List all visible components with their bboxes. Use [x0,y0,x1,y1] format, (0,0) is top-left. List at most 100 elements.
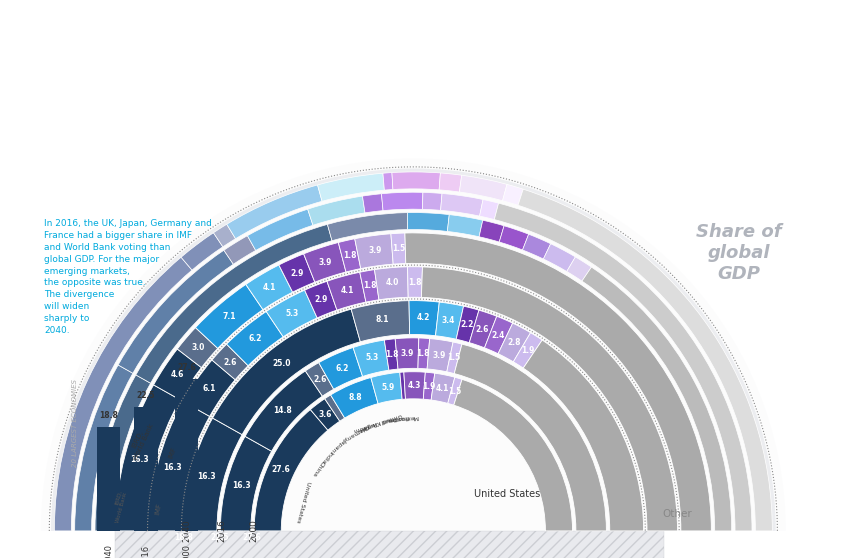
Wedge shape [423,193,442,210]
Text: 2.9: 2.9 [291,268,304,277]
Wedge shape [177,328,218,368]
Wedge shape [495,203,752,531]
Wedge shape [353,340,389,377]
Text: 25.0: 25.0 [272,359,291,368]
Text: 2.4: 2.4 [491,330,505,340]
Text: 2040: 2040 [104,545,113,558]
Wedge shape [224,235,256,264]
Wedge shape [374,267,408,300]
Wedge shape [447,215,483,237]
Wedge shape [318,348,363,389]
Wedge shape [360,270,379,302]
Text: 2040: 2040 [182,519,191,542]
Wedge shape [523,340,644,531]
Wedge shape [418,338,429,369]
Text: 2.9: 2.9 [315,295,328,304]
Wedge shape [266,290,317,337]
Text: 1.8: 1.8 [343,251,357,260]
Wedge shape [407,213,449,232]
Wedge shape [427,339,453,372]
Wedge shape [149,401,210,531]
Wedge shape [435,302,463,339]
Text: Share of
global
GDP: Share of global GDP [695,223,781,283]
Text: 1.8: 1.8 [363,281,377,290]
Wedge shape [307,196,365,225]
Text: IBRD,
World Bank: IBRD, World Bank [110,490,128,523]
Text: IMF: IMF [168,446,178,459]
Text: 22.5: 22.5 [136,391,155,400]
Text: China: China [311,459,325,477]
Text: 16.3: 16.3 [163,463,182,473]
Wedge shape [324,395,345,421]
Wedge shape [381,193,423,210]
Wedge shape [383,172,393,190]
Text: 5.3: 5.3 [285,309,299,318]
Wedge shape [544,244,575,272]
Wedge shape [305,281,337,318]
Text: 27.6: 27.6 [272,465,291,474]
Wedge shape [75,365,133,531]
Text: Brazil: Brazil [379,415,396,424]
Wedge shape [371,372,402,403]
Text: 2.6: 2.6 [476,325,489,334]
Text: 27.6: 27.6 [242,533,261,542]
Wedge shape [245,371,323,451]
Text: 2016: 2016 [141,545,150,558]
Text: 4.1: 4.1 [340,286,354,295]
Wedge shape [115,385,180,531]
Text: 18.8: 18.8 [174,533,193,542]
Text: 8.1: 8.1 [375,315,389,324]
Text: 2.2: 2.2 [461,320,473,329]
Text: Mexico: Mexico [396,413,418,420]
Text: 8.8: 8.8 [349,393,363,402]
Text: 16.3: 16.3 [197,473,216,482]
Wedge shape [95,213,732,531]
Text: Germany: Germany [341,423,369,442]
Wedge shape [183,418,242,531]
Text: The under-representation of emerging markets explains why the 20 largest economi: The under-representation of emerging mar… [7,20,679,30]
Wedge shape [328,213,407,240]
Wedge shape [213,224,235,247]
Wedge shape [352,301,410,342]
Text: Other: Other [662,509,692,519]
Wedge shape [213,309,360,435]
Wedge shape [567,257,591,281]
Wedge shape [51,169,776,531]
Text: Russia: Russia [357,420,377,433]
Wedge shape [136,224,332,383]
Text: United Kingdom: United Kingdom [353,412,402,432]
Wedge shape [404,372,425,399]
Wedge shape [400,372,406,400]
Wedge shape [246,265,292,310]
Text: 3.9: 3.9 [433,350,446,359]
Text: United States: United States [474,489,540,499]
Wedge shape [469,310,497,348]
Wedge shape [318,173,385,201]
Wedge shape [459,175,507,201]
Wedge shape [363,194,383,213]
Text: 2.6: 2.6 [224,358,237,367]
Text: 1.9: 1.9 [521,346,534,355]
Text: 1.5: 1.5 [448,387,462,396]
Wedge shape [247,209,313,251]
Text: 6.1: 6.1 [202,384,216,393]
Wedge shape [279,254,315,292]
Text: 4.1: 4.1 [435,384,449,393]
Wedge shape [153,349,202,400]
Wedge shape [306,363,334,396]
Text: IBRD,
World Bank: IBRD, World Bank [126,420,155,462]
Wedge shape [447,342,462,374]
Wedge shape [41,158,786,531]
Text: 2016: 2016 [218,519,226,542]
Text: 1.5: 1.5 [392,244,406,253]
Wedge shape [75,193,752,531]
Bar [134,407,158,531]
Wedge shape [183,360,235,416]
Text: 1.8: 1.8 [417,349,430,358]
Wedge shape [448,377,462,405]
Text: 5.3: 5.3 [366,353,379,363]
Bar [115,531,664,558]
Wedge shape [457,306,479,343]
Text: 3.9: 3.9 [368,246,381,255]
Text: 27.6: 27.6 [177,363,196,372]
